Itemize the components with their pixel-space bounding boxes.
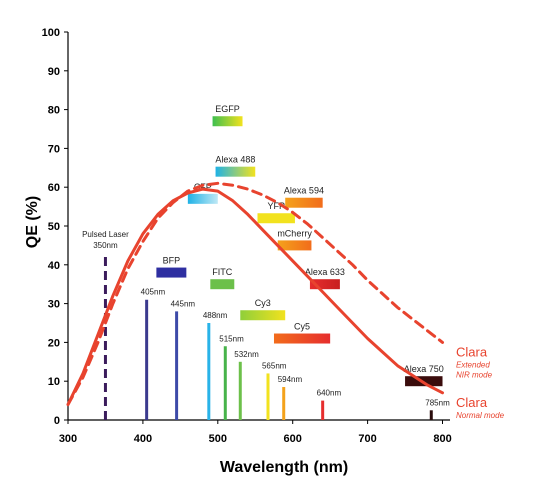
laser-label: 565nm	[262, 361, 287, 370]
x-tick-label: 400	[134, 433, 152, 445]
x-tick-label: 300	[59, 433, 77, 445]
dye-band	[309, 279, 340, 290]
dye-label: YFP	[267, 201, 285, 211]
dye-label: Alexa 594	[284, 186, 324, 196]
dye-band	[212, 116, 243, 127]
y-tick-label: 90	[48, 66, 60, 78]
laser-label: 515nm	[219, 334, 244, 343]
dye-label: FITC	[212, 267, 232, 277]
y-tick-label: 60	[48, 182, 60, 194]
x-tick-label: 500	[209, 433, 227, 445]
qe-curves	[66, 181, 444, 406]
qe-curve-extended-nir	[66, 181, 444, 406]
dye-label: Alexa 633	[305, 267, 345, 277]
laser-label: 640nm	[317, 389, 342, 398]
y-tick-label: 0	[54, 415, 60, 427]
dye-band	[215, 166, 256, 177]
x-axis-title: Wavelength (nm)	[220, 459, 348, 476]
dye-label: Alexa 488	[215, 155, 255, 165]
curve-mode-label: Extended	[456, 360, 490, 369]
dye-band	[273, 333, 331, 344]
dye-band	[210, 279, 235, 290]
y-tick-label: 40	[48, 260, 60, 272]
y-tick-label: 70	[48, 143, 60, 155]
x-tick-label: 700	[358, 433, 376, 445]
dye-label: Cy3	[255, 298, 271, 308]
laser-label: 785nm	[425, 398, 450, 407]
dye-label: mCherry	[277, 228, 312, 238]
y-axis-title: QE (%)	[24, 196, 41, 248]
curve-mode-label: NIR mode	[456, 370, 493, 379]
dye-label: BFP	[163, 256, 181, 266]
laser-label: Pulsed Laser	[82, 230, 129, 239]
laser-lines: Pulsed Laser 350nm 405nm 445nm 488nm 515nm 532…	[82, 230, 450, 420]
dye-band	[257, 213, 295, 224]
dye-band	[156, 267, 187, 278]
laser-label: 488nm	[203, 311, 228, 320]
curve-mode-label: Normal mode	[456, 411, 505, 420]
curve-name-label: Clara	[456, 395, 488, 410]
y-tick-label: 20	[48, 337, 60, 349]
y-tick-label: 10	[48, 376, 60, 388]
x-tick-label: 600	[284, 433, 302, 445]
axes: 0 10 20 30 40 50 60 70 80 90 100 300 400 500 600 700 800	[42, 27, 452, 445]
laser-label: 594nm	[278, 375, 303, 384]
dye-label: Cy5	[294, 322, 310, 332]
laser-label: 532nm	[234, 350, 259, 359]
y-tick-label: 50	[48, 221, 60, 233]
dye-label: EGFP	[215, 104, 240, 114]
laser-label: 445nm	[171, 299, 196, 308]
y-tick-label: 80	[48, 105, 60, 117]
dye-band	[240, 310, 286, 321]
y-tick-label: 30	[48, 299, 60, 311]
x-tick-label: 800	[433, 433, 451, 445]
curve-name-label: Clara	[456, 344, 488, 359]
dye-label: Alexa 750	[404, 364, 444, 374]
laser-label: 405nm	[141, 288, 166, 297]
dye-band	[187, 193, 218, 204]
qe-curve-normal	[66, 187, 444, 406]
dye-band	[285, 197, 323, 208]
laser-label-nm: 350nm	[93, 241, 118, 250]
y-tick-label: 100	[42, 27, 60, 39]
dye-band	[277, 240, 312, 251]
